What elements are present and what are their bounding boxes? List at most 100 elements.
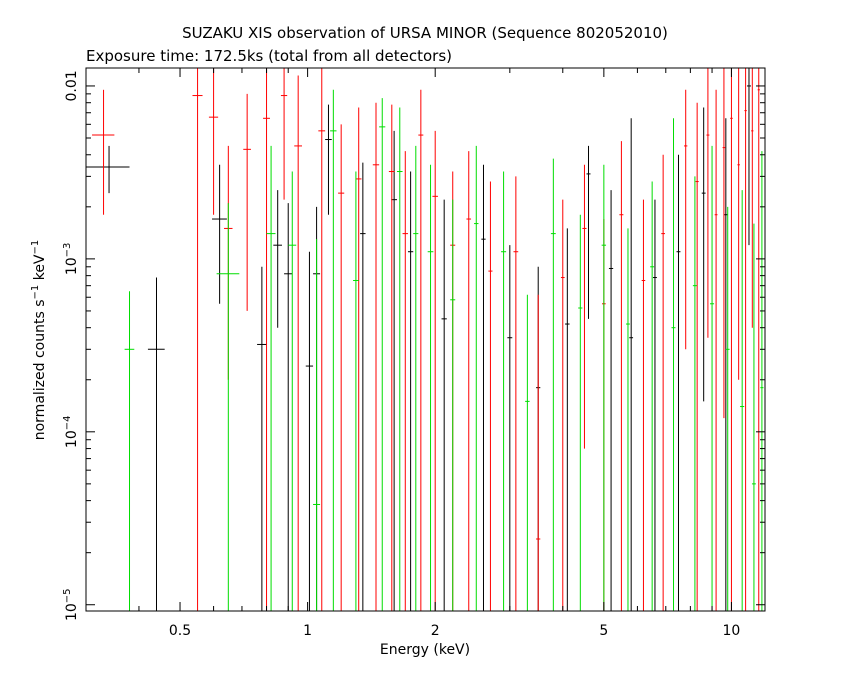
series-2 — [92, 68, 760, 611]
series-1 — [86, 68, 751, 611]
data-point — [212, 164, 227, 304]
data-point — [355, 107, 362, 611]
data-point — [692, 176, 697, 611]
data-point — [474, 145, 479, 611]
y-tick-label: 10−4 — [62, 416, 80, 449]
data-point — [284, 203, 293, 611]
data-point — [626, 228, 630, 611]
data-point — [629, 118, 634, 611]
data-point — [650, 181, 655, 611]
data-point — [318, 68, 326, 611]
data-point — [586, 145, 591, 319]
data-point — [294, 75, 303, 611]
data-point — [676, 154, 681, 611]
data-point — [730, 68, 733, 611]
data-point — [706, 68, 710, 338]
data-point — [388, 104, 395, 611]
data-point — [481, 164, 486, 611]
x-tick-label: 1 — [303, 623, 312, 639]
data-point — [402, 151, 408, 611]
data-point — [86, 145, 130, 194]
series-layer — [86, 68, 764, 611]
data-point — [379, 98, 386, 611]
data-point — [501, 171, 507, 611]
chart-subtitle: Exposure time: 172.5ks (total from all d… — [86, 47, 452, 65]
data-point — [441, 199, 447, 611]
data-point — [582, 164, 587, 449]
x-tick-label: 10 — [723, 623, 741, 639]
data-point — [488, 181, 493, 611]
data-point — [266, 145, 276, 611]
data-point — [536, 294, 541, 611]
data-point — [305, 251, 314, 611]
data-point — [124, 291, 135, 611]
data-point — [288, 171, 297, 611]
data-point — [652, 199, 657, 611]
data-point — [760, 151, 764, 611]
data-point — [372, 102, 380, 611]
data-point — [709, 145, 715, 611]
data-point — [641, 199, 646, 611]
data-point — [92, 89, 115, 215]
data-point — [263, 68, 270, 611]
data-point — [684, 89, 688, 350]
data-point — [701, 107, 706, 402]
data-point — [325, 104, 332, 215]
y-axis-label: normalized counts s−1 keV−1 — [30, 240, 48, 441]
data-point — [360, 162, 366, 611]
data-point — [466, 151, 472, 611]
data-point — [418, 89, 424, 611]
y-tick-label: 10−5 — [62, 588, 80, 621]
data-point — [432, 130, 438, 611]
data-point — [243, 93, 251, 311]
data-point — [427, 164, 434, 611]
data-point — [507, 245, 513, 611]
data-point — [257, 266, 267, 611]
data-point — [737, 68, 740, 380]
data-point — [313, 239, 321, 611]
data-point — [751, 68, 754, 328]
axes-layer: 0.5 1 2 5 10 10−5 10−4 10−3 0.01 — [62, 68, 765, 639]
data-point — [565, 228, 570, 611]
data-point — [413, 145, 419, 611]
data-point — [550, 158, 556, 611]
data-point — [450, 199, 456, 611]
data-point — [338, 124, 345, 611]
data-point — [661, 154, 665, 611]
data-point — [714, 89, 718, 611]
data-point — [147, 277, 165, 611]
data-point — [608, 190, 614, 611]
y-tick-label: 10−3 — [62, 243, 80, 276]
data-point — [216, 203, 240, 611]
data-point — [671, 118, 676, 611]
series-3 — [124, 89, 764, 611]
data-point — [353, 171, 359, 611]
data-point — [601, 164, 607, 611]
plot-frame — [85, 67, 766, 612]
data-point — [578, 214, 583, 611]
data-point — [280, 68, 288, 200]
data-point — [560, 199, 565, 611]
data-point — [695, 102, 699, 611]
y-tick-label: 0.01 — [64, 70, 80, 101]
data-point — [744, 68, 747, 611]
data-point — [513, 176, 519, 611]
data-point — [407, 171, 414, 611]
data-point — [722, 68, 726, 419]
data-point — [746, 68, 751, 246]
chart-title: SUZAKU XIS observation of URSA MINOR (Se… — [182, 24, 668, 42]
data-point — [525, 294, 530, 611]
x-tick-label: 0.5 — [169, 623, 191, 639]
data-point — [192, 68, 203, 611]
data-point — [619, 141, 624, 611]
data-point — [725, 206, 730, 611]
x-axis-label: Energy (keV) — [380, 642, 470, 658]
data-point — [396, 107, 403, 611]
data-point — [208, 68, 219, 215]
data-point — [273, 190, 282, 328]
x-tick-label: 2 — [431, 623, 440, 639]
data-point — [723, 118, 728, 611]
data-point — [757, 68, 760, 611]
data-point — [740, 190, 745, 611]
